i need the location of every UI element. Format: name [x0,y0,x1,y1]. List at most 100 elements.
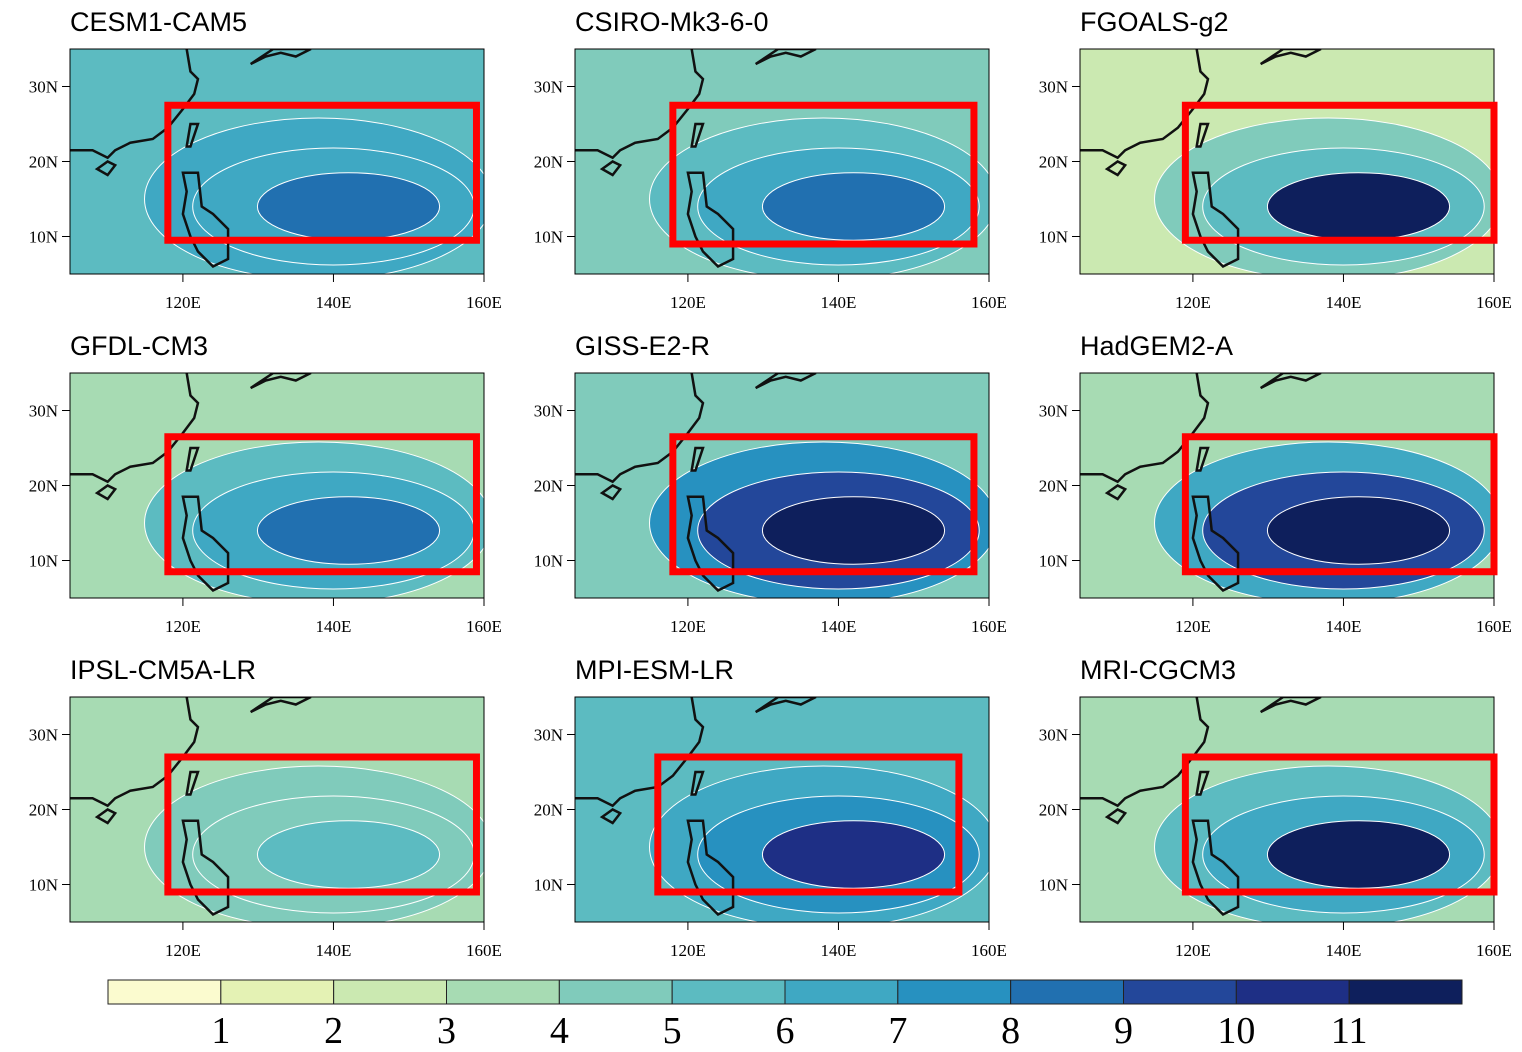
coastline [94,484,118,501]
coastline [754,697,817,714]
y-tick-label: 10N [1039,876,1068,895]
field [1080,373,1494,598]
coastline [1104,808,1128,825]
region-box [1181,101,1498,244]
x-tick-label: 120E [165,617,201,636]
coastline [599,484,623,501]
colorbar-swatch [784,979,899,1005]
x-tick-label: 160E [466,941,502,960]
field-contour [761,496,946,565]
coastline [754,49,817,66]
coastline [1259,373,1322,390]
y-tick-label: 10N [534,228,563,247]
y-tick-label: 30N [534,726,563,745]
x-tick-label: 140E [316,617,352,636]
coastline [690,770,705,796]
y-tick-label: 20N [1039,477,1068,496]
coastline [575,697,705,808]
panel-title: GFDL-CM3 [70,331,208,361]
y-tick-label: 30N [534,402,563,421]
coastline [754,373,817,390]
field [70,697,484,922]
field-contour [761,172,946,241]
x-tick-label: 140E [1326,617,1362,636]
colorbar-label: 4 [550,1010,569,1052]
field [575,49,989,274]
map-panel: MRI-CGCM3 120E 140E 160E 10N 20N 30N [1039,655,1512,960]
field-contour [1266,172,1451,241]
coastline [686,495,735,593]
coastline [1080,697,1210,808]
x-tick-label: 140E [821,617,857,636]
coastline [1259,697,1322,714]
coastline [70,373,200,484]
field [575,373,989,598]
region-box [654,753,963,896]
panel-title: MPI-ESM-LR [575,655,734,685]
colorbar-label: 7 [888,1010,907,1052]
field-contour [256,172,441,241]
y-tick-label: 30N [29,78,58,97]
colorbar-swatch [1010,979,1125,1005]
x-tick-label: 120E [1175,293,1211,312]
coastline [575,373,705,484]
field [575,697,989,922]
y-tick-label: 20N [534,153,563,172]
y-tick-label: 30N [1039,78,1068,97]
colorbar-swatch [558,979,673,1005]
field [1080,697,1494,922]
y-tick-label: 10N [29,228,58,247]
colorbar-label: 10 [1217,1010,1255,1052]
x-tick-label: 160E [1476,941,1512,960]
field [70,49,484,274]
coastline [686,819,735,917]
coastline [181,819,230,917]
x-tick-label: 160E [971,941,1007,960]
colorbar-swatch [107,979,222,1005]
coastline [1191,819,1240,917]
y-tick-label: 20N [1039,801,1068,820]
colorbar-swatch [1348,979,1463,1005]
x-tick-label: 140E [316,293,352,312]
coastline [249,697,312,714]
x-tick-label: 160E [971,617,1007,636]
x-tick-label: 140E [1326,293,1362,312]
coastline [599,160,623,177]
x-tick-label: 140E [1326,941,1362,960]
map-panel: CSIRO-Mk3-6-0 120E 140E 160E 10N 20N 30N [534,7,1007,312]
field-contour [761,820,946,889]
y-tick-label: 10N [29,552,58,571]
x-tick-label: 160E [466,617,502,636]
coastline [575,49,705,160]
panel-title: HadGEM2-A [1080,331,1233,361]
x-tick-label: 140E [316,941,352,960]
y-tick-label: 20N [29,153,58,172]
region-box [164,753,480,896]
y-tick-label: 10N [1039,228,1068,247]
y-tick-label: 30N [1039,726,1068,745]
x-tick-label: 120E [165,293,201,312]
coastline [1080,373,1210,484]
map-panel: GFDL-CM3 120E 140E 160E 10N 20N 30N [29,331,502,636]
x-tick-label: 120E [670,293,706,312]
map-panel: CESM1-CAM5 120E 140E 160E 10N 20N 30N [29,7,502,312]
x-tick-label: 120E [1175,941,1211,960]
colorbar-swatch [1123,979,1237,1005]
coastline [1191,171,1240,269]
coastline [70,49,200,160]
colorbar-label: 6 [776,1010,795,1052]
region-box [669,433,978,576]
colorbar-label: 9 [1114,1010,1133,1052]
x-tick-label: 160E [971,293,1007,312]
coastline [1104,484,1128,501]
colorbar-label: 11 [1331,1010,1368,1052]
field-contour [256,496,441,565]
coastline [1259,49,1322,66]
coastline [70,697,200,808]
colorbar-label: 5 [663,1010,682,1052]
x-tick-label: 120E [1175,617,1211,636]
coastline [185,446,200,472]
coastline [599,808,623,825]
y-tick-label: 20N [29,477,58,496]
